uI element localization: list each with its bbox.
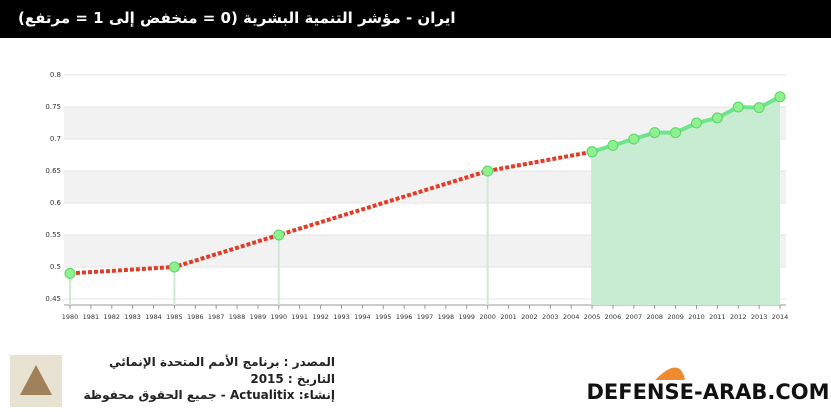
y-tick-label: 0.5 [50, 263, 61, 271]
title-bar: ايران - مؤشر التنمية البشرية (0 = منخفض … [0, 0, 831, 38]
marker [273, 229, 285, 241]
logo-emblem [20, 365, 52, 395]
site-name: DEFENSE-ARAB.COM [586, 380, 829, 404]
x-tick-label: 2013 [751, 313, 768, 321]
source: المصدر : برنامج الأمم المتحدة الإنمائي [109, 355, 335, 369]
x-tick-label: 2012 [730, 313, 747, 321]
x-tick-label: 1992 [312, 313, 329, 321]
marker [711, 112, 723, 124]
x-tick-label: 1987 [208, 313, 225, 321]
x-tick-label: 1991 [291, 313, 308, 321]
area [592, 96, 780, 305]
date: التاريخ : 2015 [250, 372, 335, 386]
marker [732, 101, 744, 113]
x-tick-label: 2005 [584, 313, 601, 321]
marker [64, 267, 76, 279]
x-tick-label: 1986 [187, 313, 204, 321]
y-tick-label: 0.55 [45, 231, 61, 239]
x-tick-label: 1989 [250, 313, 267, 321]
x-tick-label: 1982 [103, 313, 120, 321]
x-tick-label: 1980 [62, 313, 79, 321]
y-tick-label: 0.6 [50, 199, 62, 207]
marker [649, 127, 661, 139]
marker [628, 133, 640, 145]
x-tick-label: 1998 [438, 313, 455, 321]
line [591, 94, 781, 154]
x-tick-label: 1995 [375, 313, 392, 321]
x-tick-label: 2010 [688, 313, 705, 321]
x-tick-label: 2002 [521, 313, 538, 321]
x-tick-label: 2009 [667, 313, 684, 321]
marker [753, 102, 765, 114]
x-tick-label: 2000 [479, 313, 496, 321]
x-tick-label: 1993 [333, 313, 350, 321]
x-tick-label: 2001 [500, 313, 517, 321]
x-tick-label: 1990 [271, 313, 288, 321]
y-tick-label: 0.75 [45, 103, 61, 111]
x-tick-label: 1985 [166, 313, 183, 321]
y-tick-label: 0.7 [50, 135, 61, 143]
y-tick-label: 0.8 [50, 71, 61, 79]
x-tick-label: 2006 [605, 313, 622, 321]
x-tick-label: 1996 [396, 313, 413, 321]
x-tick-label: 2004 [563, 313, 580, 321]
x-tick-label: 2011 [709, 313, 726, 321]
marker [482, 165, 494, 177]
x-tick-label: 1984 [145, 313, 162, 321]
x-tick-label: 1999 [458, 313, 475, 321]
x-tick-label: 1983 [124, 313, 141, 321]
site-emblem [655, 367, 685, 380]
marker [586, 146, 598, 158]
marker [168, 261, 180, 273]
x-tick-label: 1981 [83, 313, 100, 321]
x-tick-label: 1988 [229, 313, 246, 321]
marker [774, 91, 786, 103]
marker [670, 127, 682, 139]
chart-title: ايران - مؤشر التنمية البشرية (0 = منخفض … [18, 9, 456, 27]
x-tick-label: 1994 [354, 313, 371, 321]
credit: إنشاء: Actualitix - جميع الحقوق محفوظة [83, 388, 335, 402]
y-tick-label: 0.65 [45, 167, 61, 175]
x-tick-label: 2008 [646, 313, 663, 321]
x-tick-label: 2014 [772, 313, 789, 321]
marker [690, 117, 702, 129]
x-tick-label: 2007 [626, 313, 643, 321]
y-tick-label: 0.45 [45, 295, 61, 303]
marker [607, 139, 619, 151]
x-tick-label: 1997 [417, 313, 434, 321]
x-tick-label: 2003 [542, 313, 559, 321]
